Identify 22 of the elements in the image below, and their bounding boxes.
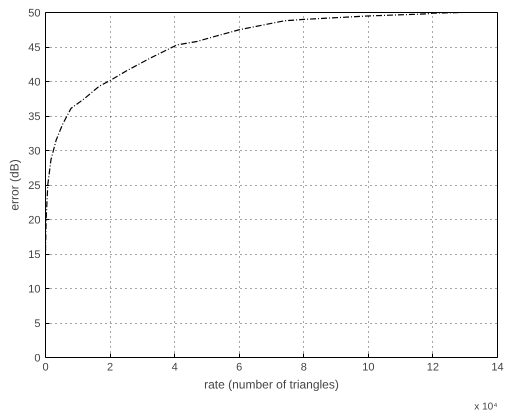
x-tick-label: 0 <box>42 362 49 374</box>
x-tick-label: 8 <box>300 362 307 374</box>
x-tick-label: 2 <box>107 362 114 374</box>
x-tick-label: 12 <box>426 362 440 374</box>
y-tick-label: 20 <box>28 214 41 226</box>
y-tick-label: 5 <box>34 318 41 330</box>
x-tick-label: 14 <box>491 362 504 374</box>
x-tick-label: 10 <box>362 362 374 374</box>
y-axis-title: error (dB) <box>7 159 22 211</box>
y-tick-label: 45 <box>28 42 41 54</box>
x-tick-label: 4 <box>172 362 178 374</box>
x-tick-label: 6 <box>236 362 242 374</box>
y-tick-label: 25 <box>28 180 41 192</box>
y-tick-label: 15 <box>28 249 41 261</box>
x-axis-title: rate (number of triangles) <box>204 378 339 392</box>
y-tick-label: 35 <box>28 111 41 123</box>
y-tick-label: 50 <box>28 8 41 20</box>
y-tick-label: 40 <box>28 76 41 88</box>
y-tick-label: 30 <box>28 146 41 158</box>
y-tick-label: 0 <box>34 352 41 364</box>
y-tick-label: 10 <box>28 284 41 296</box>
text: x 10⁴ <box>474 402 498 412</box>
